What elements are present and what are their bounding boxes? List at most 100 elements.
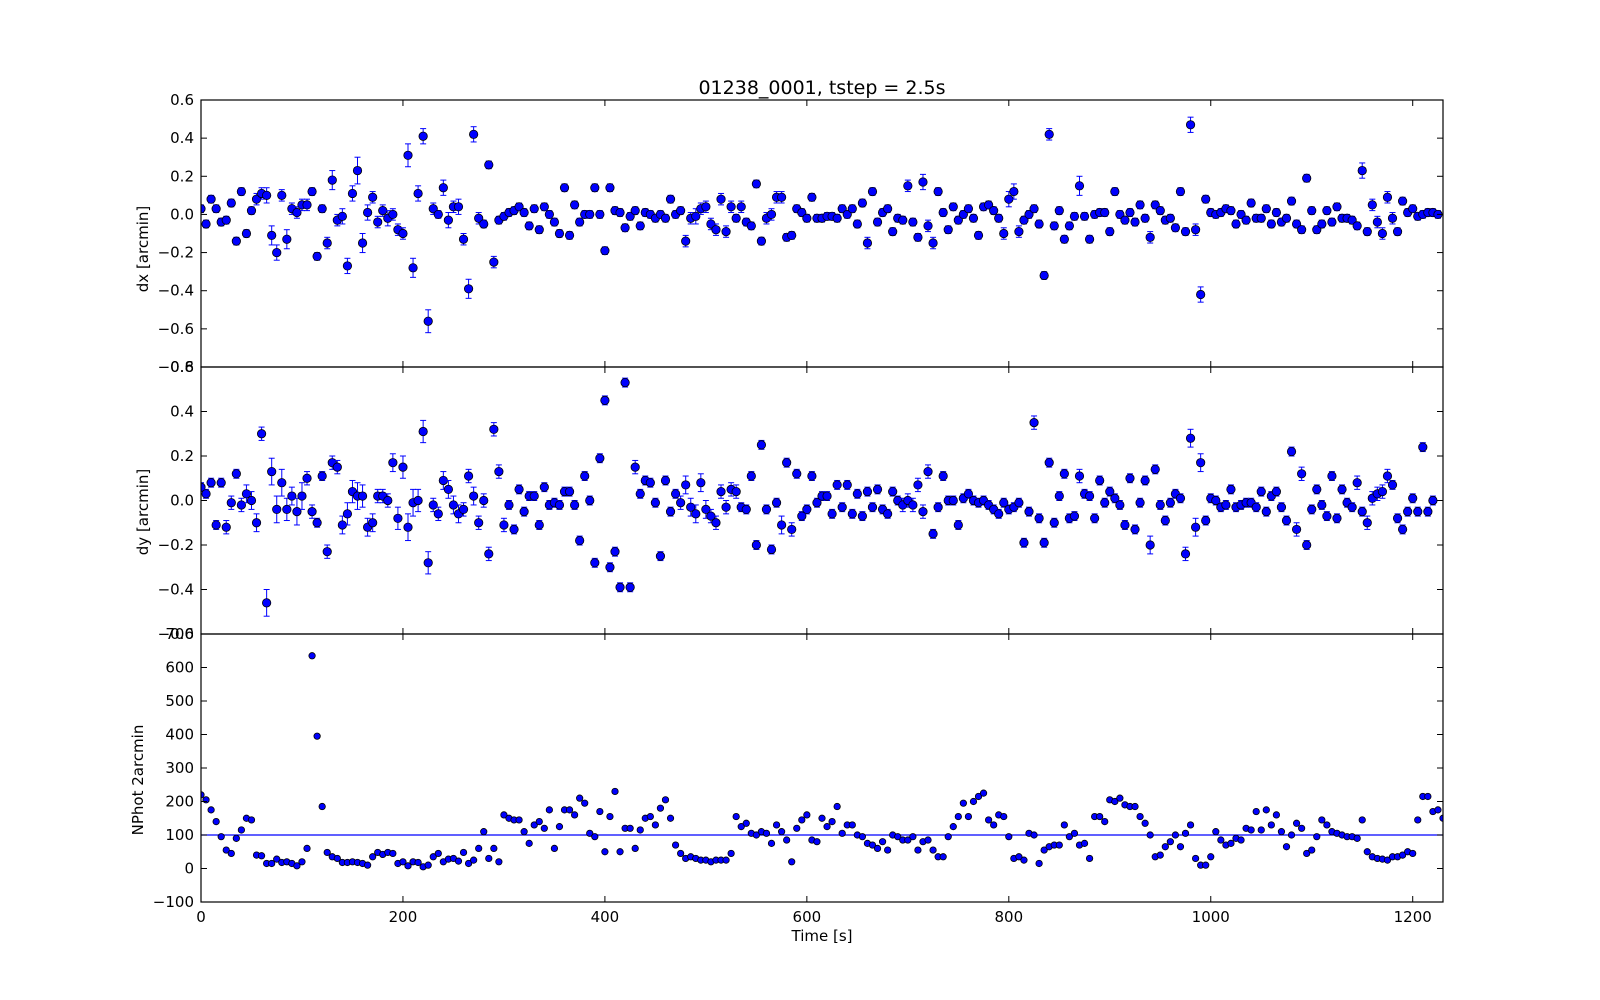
dx-point — [1377, 228, 1388, 239]
dx-point — [872, 217, 883, 227]
dx-point — [539, 202, 549, 212]
dy-point — [292, 507, 302, 517]
dx-point — [352, 165, 363, 176]
dy-point — [650, 498, 660, 508]
nphot-point — [833, 802, 841, 811]
dy-point — [403, 522, 413, 532]
nphot-point — [404, 862, 412, 870]
nphot-point — [1424, 792, 1432, 801]
nphot-point — [520, 828, 528, 836]
dy-point — [1312, 484, 1322, 494]
nphot-point — [369, 853, 377, 861]
nphot-point — [540, 824, 548, 832]
nphot-point — [1146, 831, 1154, 839]
nphot-point — [1277, 828, 1286, 836]
nphot-point — [1035, 859, 1043, 868]
dx-point — [1074, 181, 1085, 191]
dx-point — [1100, 207, 1110, 218]
dx-ytick-label: 0.0 — [170, 205, 194, 223]
nphot-point — [1116, 794, 1124, 802]
dy-point — [852, 489, 862, 499]
dx-ytick-label: −0.8 — [158, 358, 194, 376]
nphot-point — [1202, 861, 1210, 869]
dx-point — [1191, 225, 1201, 235]
dx-point — [317, 204, 327, 214]
nphot-point — [459, 848, 468, 857]
dy-point — [1014, 498, 1024, 508]
dy-point — [655, 551, 666, 561]
dx-point — [600, 246, 610, 256]
dx-point — [1362, 226, 1372, 237]
dy-y-axis-label: dy [arcmin] — [134, 469, 152, 555]
dy-point — [246, 495, 257, 506]
dx-point — [681, 236, 691, 246]
dy-point — [357, 491, 368, 501]
dy-point — [1387, 480, 1398, 490]
dy-point — [681, 480, 691, 490]
nphot-point — [606, 812, 614, 821]
nphot-point — [429, 853, 437, 861]
x-tick-label: 400 — [591, 908, 620, 926]
nphot-point — [1171, 831, 1180, 839]
nphot-ytick-label: 500 — [165, 692, 194, 710]
dy-point — [1276, 502, 1287, 512]
nphot-point — [1252, 807, 1260, 816]
dx-point — [423, 316, 433, 326]
dx-point — [438, 183, 448, 193]
dy-point — [1201, 515, 1211, 526]
nphot-point — [636, 826, 644, 834]
nphot-point — [202, 796, 210, 804]
dy-point — [1029, 418, 1039, 428]
dx-point — [463, 284, 474, 294]
nphot-axes-frame — [200, 633, 1444, 903]
dy-point — [1398, 524, 1408, 535]
dy-point — [519, 507, 529, 517]
dx-ytick-label: −0.4 — [158, 282, 194, 300]
dx-point — [403, 150, 413, 160]
nphot-y-axis-label: NPhot 2arcmin — [129, 725, 147, 836]
dy-point — [832, 480, 842, 490]
nphot-point — [737, 823, 745, 831]
nphot-point — [848, 821, 856, 829]
dy-point — [635, 489, 645, 499]
nphot-point — [308, 652, 316, 660]
dy-point — [1039, 538, 1049, 548]
dx-point — [221, 215, 231, 225]
dx-point — [1387, 213, 1398, 223]
nphot-point — [1318, 816, 1326, 824]
nphot-point — [1409, 849, 1417, 858]
nphot-point — [803, 811, 811, 819]
dy-point — [842, 480, 852, 490]
dy-point — [1130, 524, 1140, 535]
dx-point — [938, 207, 948, 218]
dy-point — [479, 495, 489, 506]
nphot-point — [389, 849, 397, 858]
dy-point — [1332, 513, 1342, 523]
dy-point — [1221, 500, 1231, 510]
dy-point — [554, 500, 565, 510]
dy-point — [494, 466, 504, 477]
nphot-point — [1445, 865, 1451, 871]
nphot-point — [1237, 836, 1245, 844]
dy-ytick-label: −0.4 — [158, 581, 194, 599]
dx-point — [665, 194, 676, 204]
nphot-point — [944, 833, 952, 841]
dy-point — [645, 478, 655, 488]
dx-point — [1357, 165, 1367, 176]
dx-point — [691, 211, 701, 221]
dy-point — [1337, 484, 1347, 494]
dy-point — [332, 462, 342, 472]
dx-point — [282, 234, 292, 244]
dx-ytick-label: 0.4 — [170, 129, 194, 147]
dx-point — [948, 202, 958, 212]
dy-point — [585, 495, 595, 506]
dy-point — [1256, 486, 1266, 497]
dx-point — [443, 215, 453, 225]
dx-point — [307, 186, 317, 197]
dy-point — [1302, 540, 1312, 550]
dx-point — [963, 204, 974, 214]
dx-point — [544, 209, 554, 220]
dx-point — [994, 213, 1004, 223]
dy-point — [872, 484, 883, 494]
dx-point — [999, 228, 1009, 239]
